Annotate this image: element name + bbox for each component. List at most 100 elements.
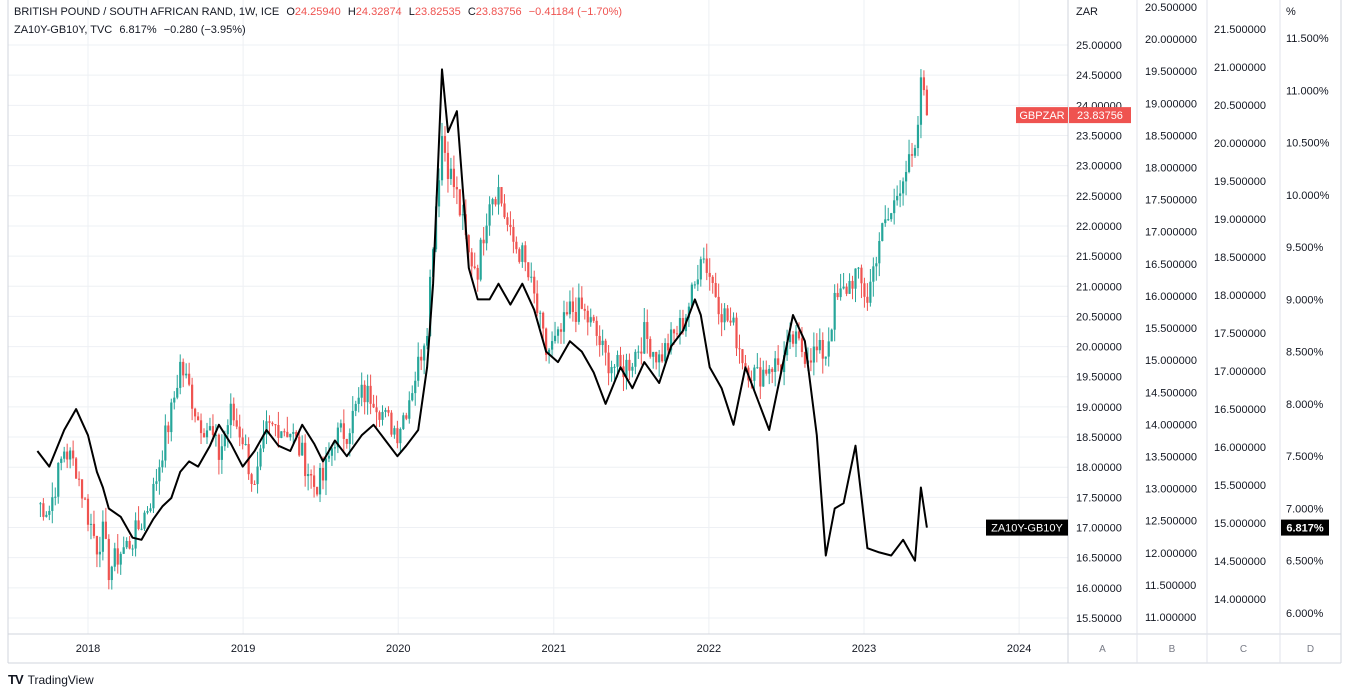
candle-body [77, 478, 81, 480]
candle-body [839, 288, 842, 298]
candle-body [95, 535, 99, 555]
gbpzar-candles[interactable] [39, 69, 928, 590]
candle-body [878, 240, 881, 264]
candle-body [497, 187, 500, 205]
candle-body [539, 312, 542, 314]
candle-body [301, 442, 304, 456]
candle-body [443, 136, 447, 153]
axis-tick-label: 17.500000 [1214, 328, 1266, 340]
candle-body [586, 310, 589, 323]
axis-tick-label: 10.500% [1286, 138, 1330, 150]
price-axis-A[interactable]: ZAR25.0000024.5000024.0000023.5000023.00… [1076, 6, 1122, 625]
candle-body [830, 329, 833, 342]
candle-body [616, 354, 619, 367]
candle-body [890, 213, 893, 220]
candle-body [265, 421, 268, 435]
candle-body [916, 124, 920, 149]
candle-body [720, 314, 723, 323]
candle-body [390, 412, 393, 435]
axis-tick-label: 16.00000 [1076, 583, 1122, 595]
price-axis-D[interactable]: % 11.500% 11.000% 10.500% 10.000% 9.500% 9.000… [1286, 6, 1330, 620]
candle-body [836, 292, 839, 298]
candle-body [98, 551, 101, 555]
candle-body [366, 385, 369, 403]
axis-tick-label: 16.500000 [1214, 404, 1266, 416]
axis-tick-label: 21.000000 [1214, 62, 1266, 74]
axis-tick-label: 22.00000 [1076, 221, 1122, 233]
candle-body [69, 450, 72, 460]
tradingview-branding[interactable]: TV TradingView [8, 672, 94, 687]
axis-unit-label: % [1286, 6, 1296, 18]
candle-body [631, 366, 634, 371]
candle-body [399, 428, 402, 444]
candle-body [143, 512, 146, 529]
low-label: L [408, 6, 415, 18]
candle-body [357, 397, 360, 404]
candle-body [485, 225, 488, 244]
candle-body [429, 276, 432, 336]
candle-body [506, 217, 509, 225]
candle-body [363, 384, 366, 403]
close-value: 23.83756 [475, 6, 522, 18]
axis-tick-label: 19.50000 [1076, 372, 1122, 384]
candle-body [461, 214, 464, 216]
candle-body [702, 258, 705, 260]
candle-body [440, 136, 444, 181]
price-axis-B[interactable]: 20.500000 20.000000 19.500000 19.000000 18.5… [1145, 2, 1197, 624]
secondary-series-legend: ZA10Y-GB10Y, TVC 6.817% −0.280 (−3.95%) [14, 24, 250, 36]
candle-body [536, 293, 539, 314]
axis-tick-label: 19.000000 [1214, 214, 1266, 226]
candle-body [369, 385, 372, 404]
candle-body [345, 438, 348, 444]
candle-body [884, 219, 887, 224]
gbpzar-price-tag-text: 23.83756 [1077, 110, 1123, 122]
candle-body [509, 224, 512, 227]
candle-body [646, 322, 649, 339]
candle-body [241, 437, 244, 445]
axis-tick-label: 8.000% [1286, 399, 1324, 411]
gbpzar-tag-text: GBPZAR [1019, 110, 1064, 122]
candle-body [339, 423, 342, 428]
candle-body [547, 349, 551, 355]
candle-body [310, 474, 313, 476]
candle-body [354, 403, 357, 411]
axis-tick-label: 11.500% [1286, 33, 1329, 45]
candle-body [500, 187, 503, 204]
candle-body [286, 431, 289, 438]
axis-tick-label: 7.500% [1286, 451, 1324, 463]
za10y-gb10y-line[interactable] [36, 68, 928, 562]
axis-tick-label: 9.000% [1286, 294, 1324, 306]
candle-body [550, 341, 554, 350]
candle-body [446, 152, 450, 179]
candle-body [571, 301, 574, 313]
axis-tick-label: 21.00000 [1076, 281, 1122, 293]
price-axis-C[interactable]: 21.500000 21.000000 20.500000 20.000000 19.5… [1214, 24, 1266, 606]
axis-letter-C: C [1240, 644, 1247, 655]
axis-tick-label: 16.500000 [1145, 259, 1197, 271]
candle-body [83, 498, 87, 500]
candle-body [214, 434, 218, 436]
axis-tick-label: 6.000% [1286, 608, 1324, 620]
candle-body [658, 354, 661, 363]
candle-body [815, 346, 818, 351]
axis-tick-label: 12.500000 [1145, 516, 1197, 528]
candle-body [420, 356, 423, 361]
candle-body [48, 510, 51, 515]
candle-body [696, 279, 699, 285]
candle-body [220, 446, 223, 460]
candle-body [723, 308, 726, 323]
candle-body [122, 547, 125, 554]
candle-body [583, 308, 586, 311]
candle-body [405, 415, 408, 419]
axis-tick-label: 17.500000 [1145, 195, 1197, 207]
candle-body [107, 538, 110, 581]
candle-body [907, 154, 911, 172]
candle-body [904, 171, 908, 182]
candle-body [235, 420, 238, 427]
candle-body [437, 180, 441, 207]
axis-tick-label: 14.500000 [1214, 556, 1266, 568]
candle-body [417, 356, 420, 381]
candle-body [672, 329, 676, 334]
candle-body [170, 402, 173, 433]
